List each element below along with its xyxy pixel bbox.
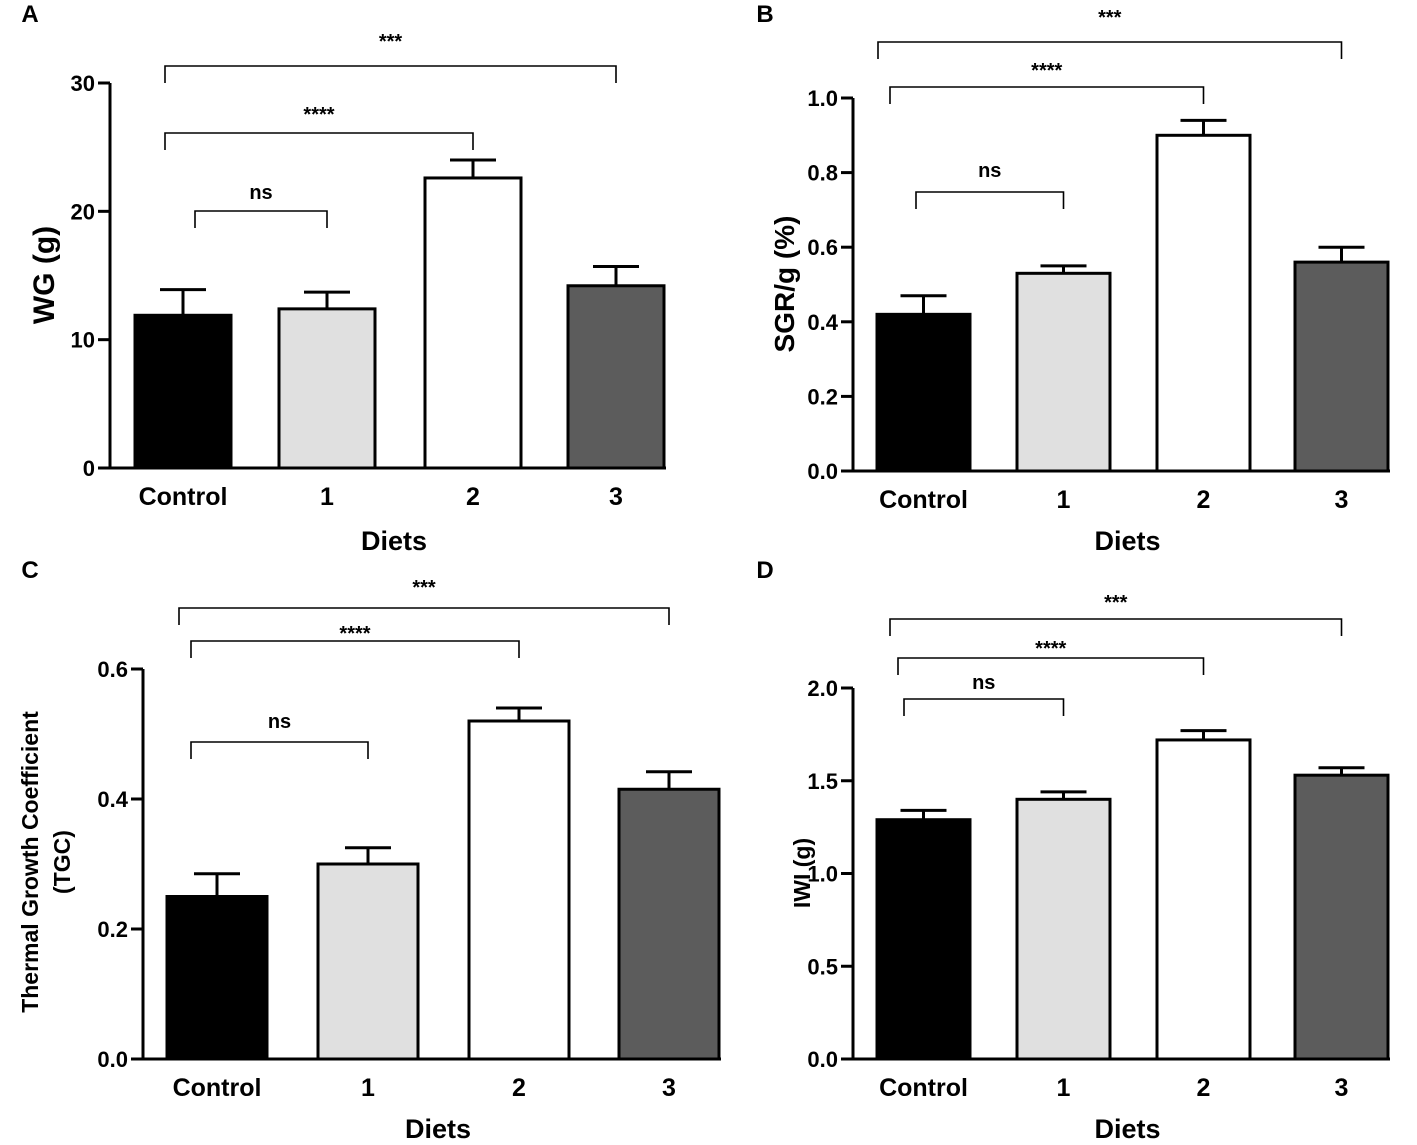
significance-bracket <box>889 86 1205 104</box>
y-tick-label: 0.0 <box>807 459 838 484</box>
y-tick-label: 20 <box>71 199 95 224</box>
y-tick-label: 0.8 <box>807 161 838 186</box>
y-axis-label: IWI (g) <box>789 838 815 908</box>
bar <box>165 895 269 1061</box>
x-tick-label: Control <box>173 1074 262 1102</box>
y-tick-label: 0 <box>83 456 95 481</box>
x-tick-label: 2 <box>512 1074 526 1102</box>
significance-label: *** <box>379 31 403 53</box>
x-tick-label: Control <box>879 1074 968 1102</box>
chart-panel-c: C 0.0 0.2 0.4 0.6 Control 1 2 3 Diets Thermal Grow… <box>17 557 721 1144</box>
bar <box>133 313 233 470</box>
panel-letter: A <box>21 1 38 28</box>
chart-panel-b: B 0.0 0.2 0.4 0.6 0.8 1.0 Control 1 2 3 Diets SGR/g … <box>756 1 1390 556</box>
x-tick-label: 1 <box>320 483 334 511</box>
bar <box>316 862 420 1061</box>
y-axis-label: Thermal Growth Coefficient <box>17 711 43 1013</box>
bar <box>1155 738 1252 1061</box>
significance-label: ns <box>972 672 995 694</box>
significance-bracket <box>190 640 520 658</box>
y-axis-label: WG (g) <box>28 226 61 324</box>
y-tick-label: 0.5 <box>807 954 838 979</box>
significance-bracket <box>194 210 328 228</box>
significance-label: *** <box>1098 7 1122 29</box>
y-axis-label: SGR/g (%) <box>769 216 800 353</box>
panel-letter: C <box>21 557 38 584</box>
y-tick-label: 0.4 <box>97 787 128 812</box>
significance-bracket <box>915 191 1065 209</box>
chart-panel-d: D 0.0 0.5 1.0 1.5 2.0 Control 1 2 3 Diets IWI (g) ns… <box>756 557 1390 1144</box>
y-tick-label: 0.0 <box>97 1047 128 1072</box>
significance-label: **** <box>303 104 334 126</box>
x-tick-label: 1 <box>1057 1074 1071 1102</box>
panel-letter: D <box>756 557 773 584</box>
y-tick-label: 0.2 <box>97 917 128 942</box>
x-axis-label: Diets <box>1094 1114 1160 1144</box>
x-tick-label: 2 <box>1197 486 1211 514</box>
y-tick-label: 2.0 <box>807 676 838 701</box>
x-tick-label: 2 <box>1197 1074 1211 1102</box>
x-axis-label: Diets <box>361 526 427 556</box>
y-tick-label: 30 <box>71 71 95 96</box>
significance-label: **** <box>1031 60 1062 82</box>
bar <box>617 787 721 1061</box>
y-tick-label: 1.0 <box>807 862 838 887</box>
x-tick-label: 3 <box>662 1074 676 1102</box>
significance-bracket <box>164 132 474 150</box>
y-tick-label: 1.5 <box>807 769 838 794</box>
significance-bracket <box>903 698 1065 716</box>
y-tick-label: 10 <box>71 328 95 353</box>
significance-label: **** <box>1035 638 1066 660</box>
bar <box>1015 797 1112 1061</box>
significance-label: **** <box>339 623 370 645</box>
significance-label: ns <box>268 711 291 733</box>
x-tick-label: 1 <box>361 1074 375 1102</box>
y-tick-label: 0.6 <box>807 235 838 260</box>
bar <box>467 719 571 1061</box>
x-axis-label: Diets <box>405 1114 471 1144</box>
x-tick-label: 2 <box>466 483 480 511</box>
significance-bracket <box>897 657 1205 675</box>
y-tick-label: 0.0 <box>807 1047 838 1072</box>
significance-bracket <box>164 65 617 83</box>
x-tick-label: Control <box>139 483 228 511</box>
significance-label: ns <box>249 182 272 204</box>
x-tick-label: 3 <box>609 483 623 511</box>
significance-bracket <box>178 607 670 625</box>
bar <box>277 307 377 470</box>
bar <box>875 818 972 1061</box>
panel-letter: B <box>756 1 773 28</box>
x-tick-label: Control <box>879 486 968 514</box>
bar <box>423 176 523 470</box>
x-axis-label: Diets <box>1094 526 1160 556</box>
significance-label: *** <box>412 577 436 599</box>
significance-bracket <box>190 741 369 759</box>
significance-label: ns <box>978 160 1001 182</box>
y-axis-label-secondary: (TGC) <box>49 830 75 894</box>
bar <box>875 312 972 473</box>
x-tick-label: 3 <box>1335 486 1349 514</box>
significance-bracket <box>889 618 1343 636</box>
y-tick-label: 0.2 <box>807 384 838 409</box>
significance-bracket <box>877 41 1343 59</box>
x-tick-label: 1 <box>1057 486 1071 514</box>
significance-label: *** <box>1104 592 1128 614</box>
bar <box>1293 773 1390 1061</box>
bar <box>1293 260 1390 473</box>
y-tick-label: 1.0 <box>807 86 838 111</box>
x-tick-label: 3 <box>1335 1074 1349 1102</box>
bar <box>566 284 666 470</box>
y-tick-label: 0.6 <box>97 657 128 682</box>
bar <box>1015 271 1112 473</box>
bar <box>1155 133 1252 473</box>
y-tick-label: 0.4 <box>807 310 838 335</box>
